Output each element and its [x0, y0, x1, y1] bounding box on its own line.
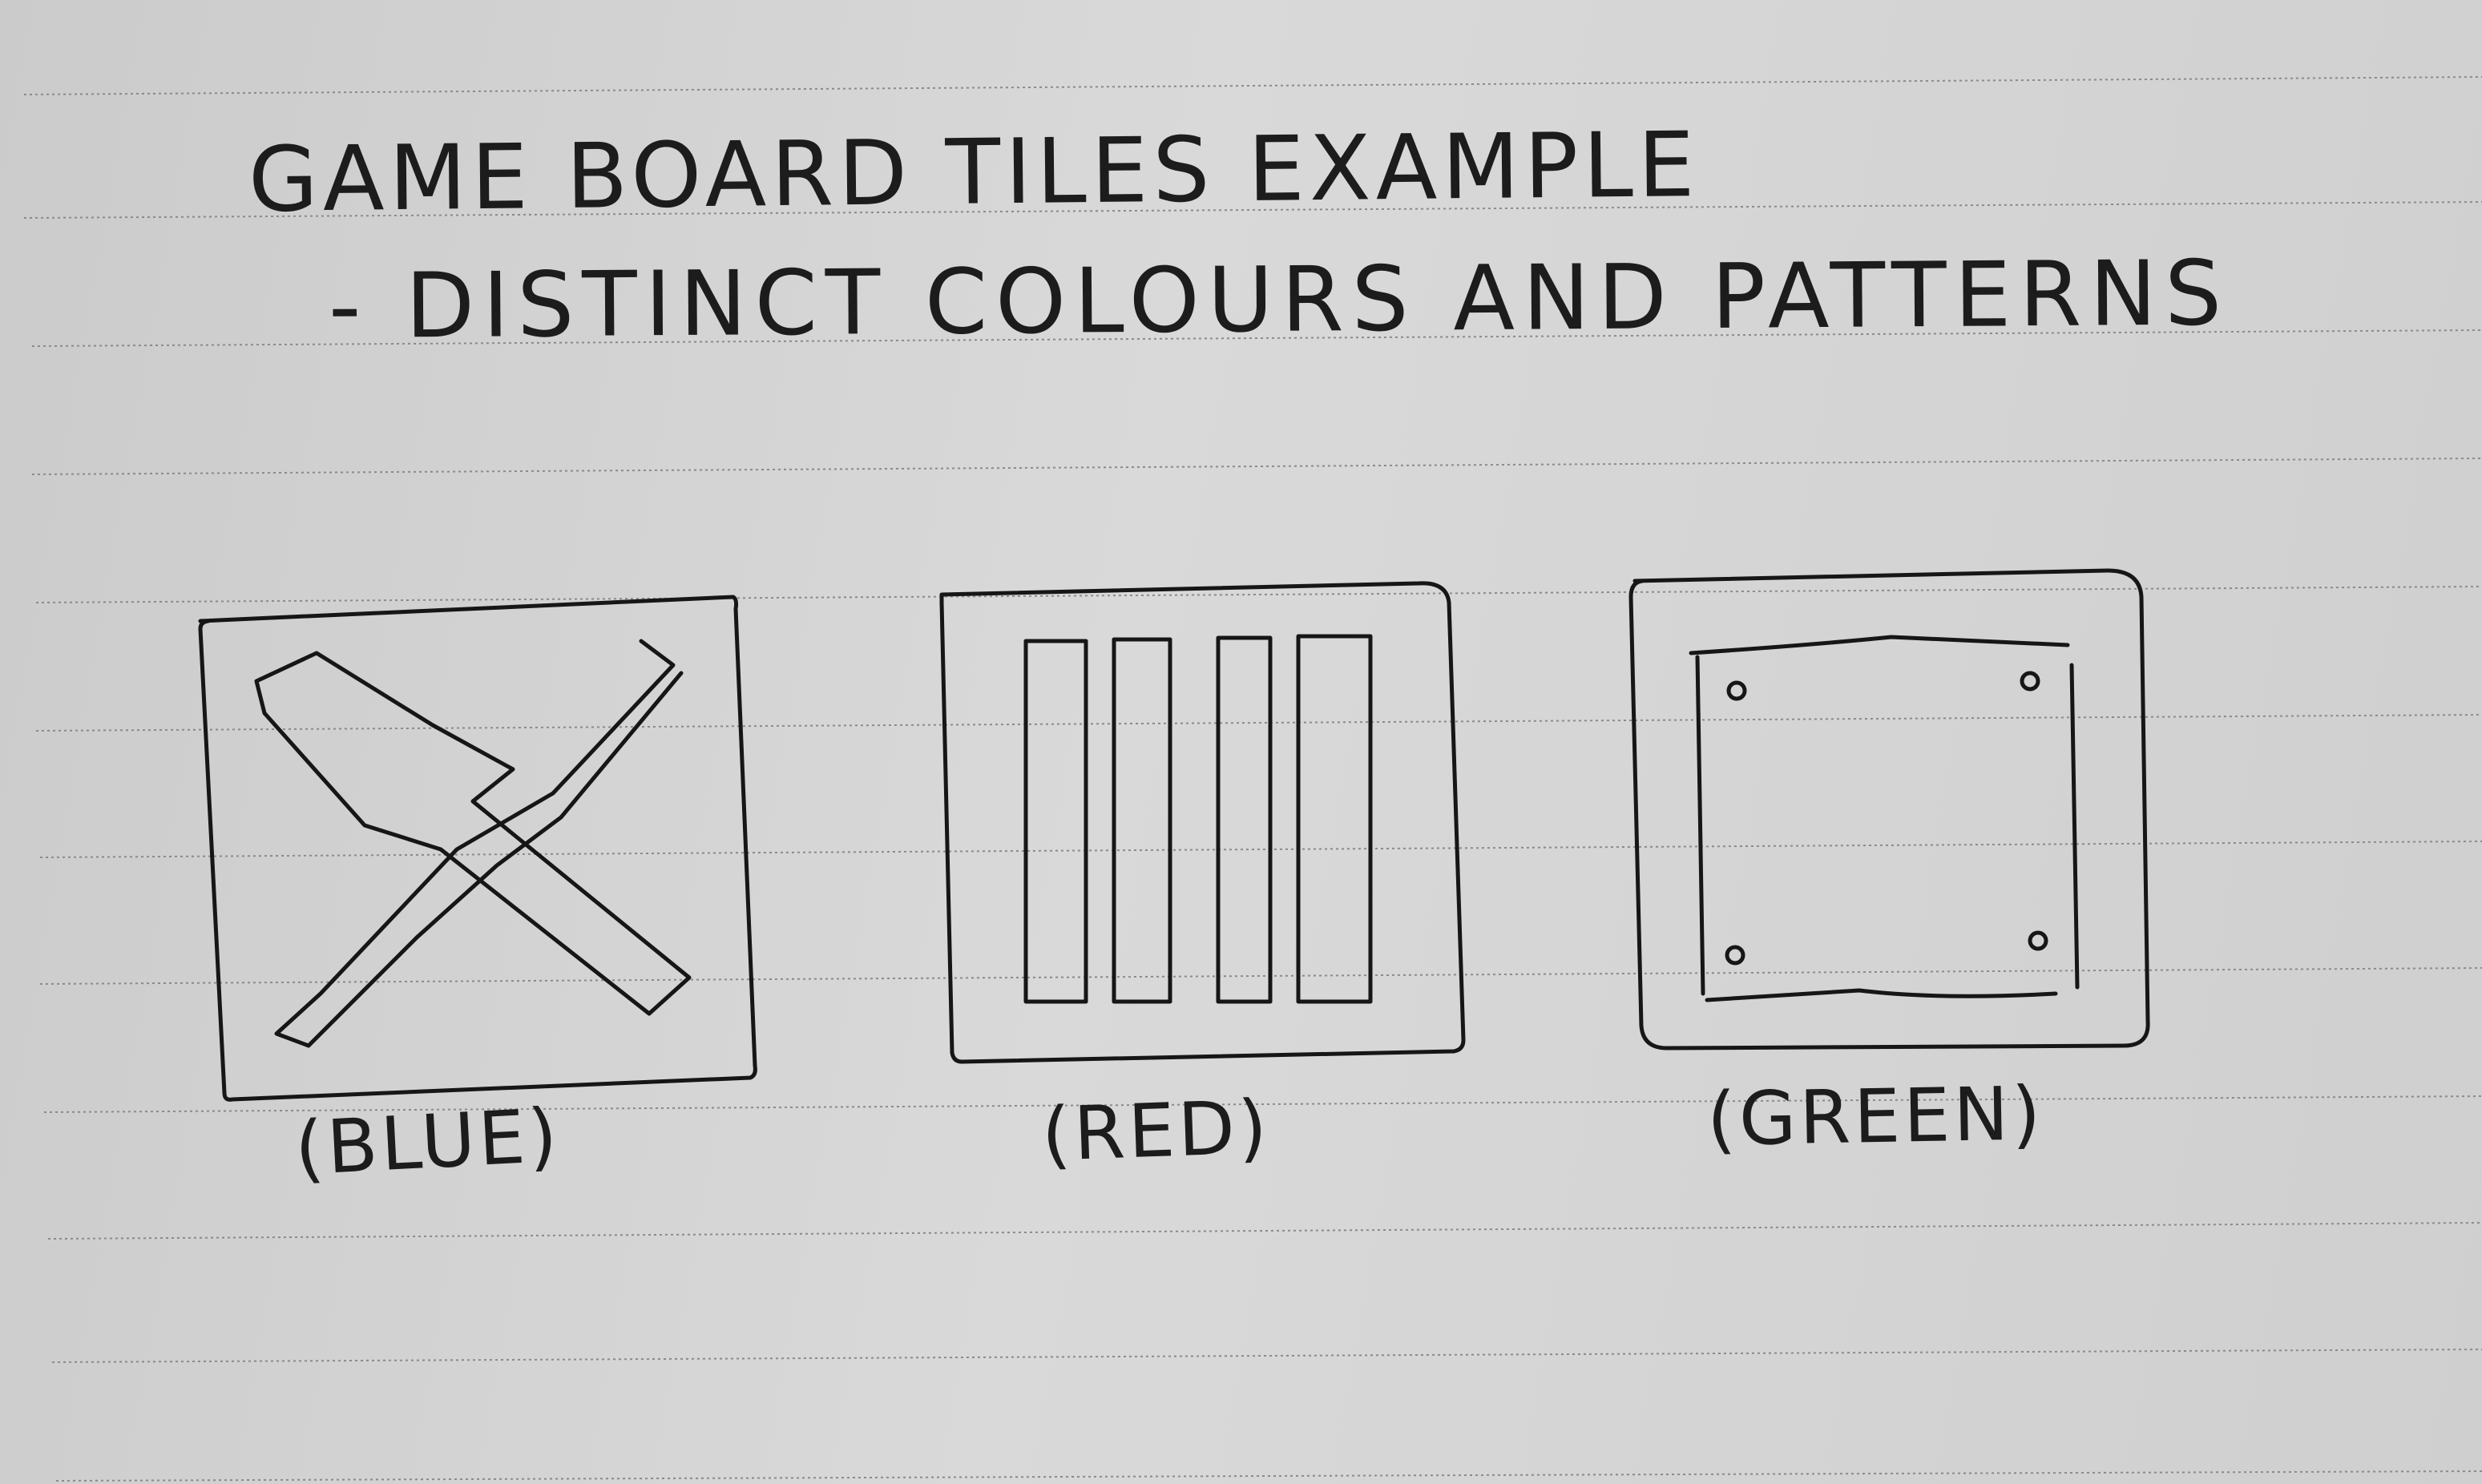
tile-plate-frame: [1628, 568, 2150, 1050]
tile-stripe-4: [1296, 634, 1373, 1004]
tile-caption-green: (GREEN): [1706, 1071, 2044, 1163]
rivet-top-right: [2020, 671, 2040, 692]
tile-x-cross: [198, 595, 757, 1102]
tile-stripe-2: [1112, 637, 1172, 1004]
rivet-top-left: [1726, 680, 1747, 701]
tile-x-cross-arm-a: [254, 651, 692, 1016]
tile-caption-blue: (BLUE): [293, 1092, 563, 1192]
tile-x-cross-frame: [198, 595, 757, 1102]
tile-stripe-1: [1023, 639, 1088, 1004]
tile-plate: [1628, 568, 2150, 1050]
tile-x-cross-arm-b: [274, 639, 684, 1048]
tile-stripe-3: [1216, 635, 1273, 1004]
tile-plate-inner: [1689, 635, 2080, 1002]
tile-vertical-stripes: [939, 581, 1466, 1064]
rivet-bottom-right: [2028, 930, 2048, 951]
rivet-bottom-left: [1725, 945, 1745, 966]
tile-vertical-stripes-frame: [939, 581, 1466, 1064]
tile-caption-red: (RED): [1040, 1084, 1272, 1178]
